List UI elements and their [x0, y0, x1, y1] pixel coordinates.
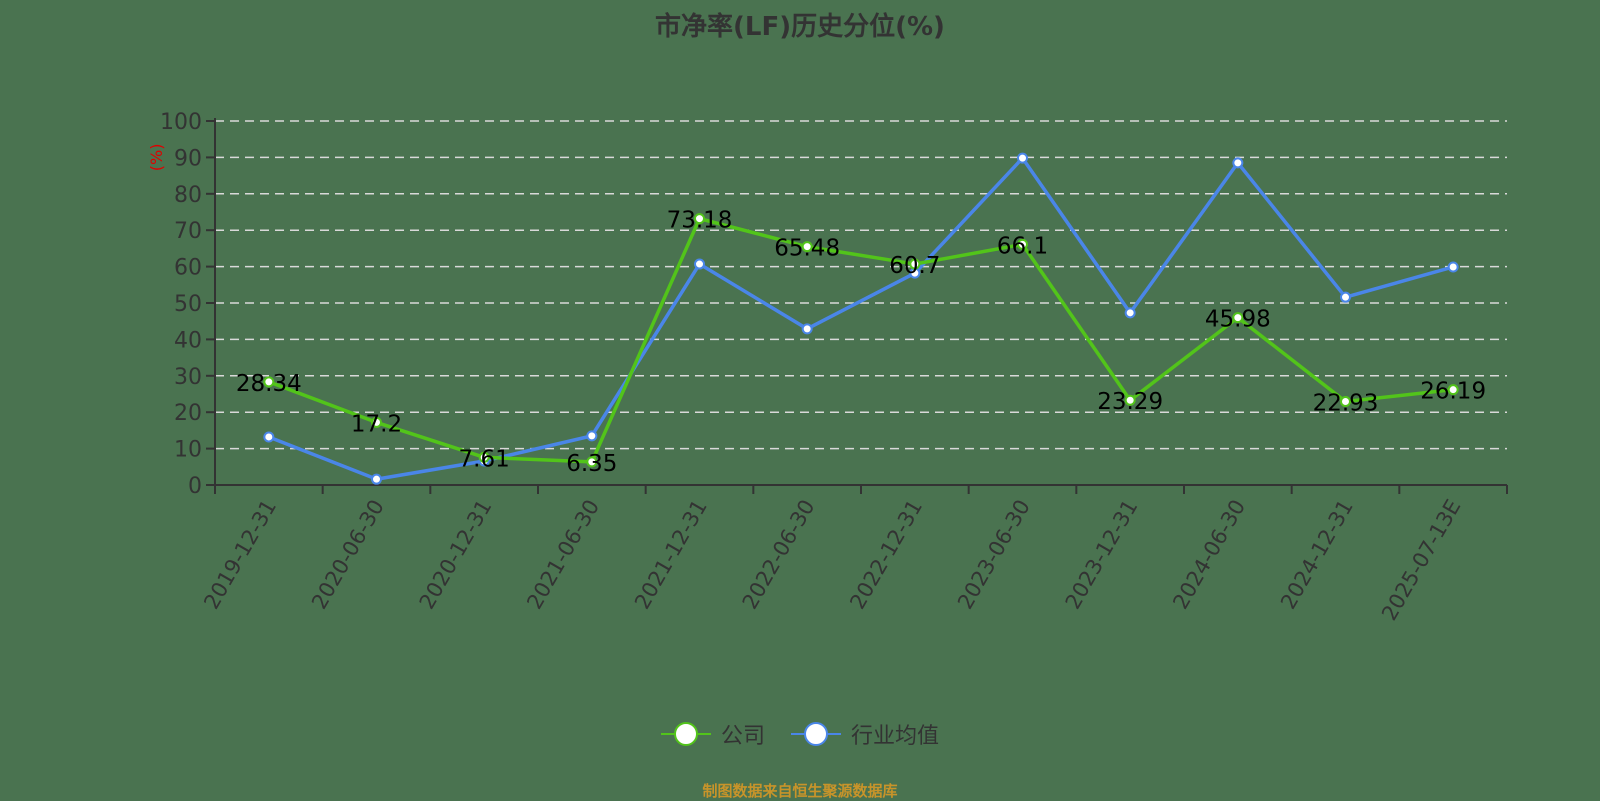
data-point: [1232, 157, 1244, 169]
data-point: [1340, 291, 1351, 303]
legend-label-industry: 行业均值: [851, 724, 940, 749]
x-tick-label: 2025-07-13E: [1377, 496, 1465, 625]
circle-line-icon: [660, 722, 711, 746]
x-tick-label: 2020-12-31: [415, 496, 497, 614]
data-label: 17.2: [351, 411, 402, 437]
y-tick-label: 30: [174, 365, 202, 390]
x-tick-label: 2023-06-30: [953, 496, 1035, 614]
data-label: 26.19: [1420, 379, 1486, 405]
series-line-company: [268, 216, 1454, 464]
legend-item-company[interactable]: 公司: [660, 718, 765, 750]
data-point: [1447, 384, 1459, 396]
x-tick-label: 2023-12-31: [1061, 496, 1143, 614]
x-tick-label: 2020-06-30: [307, 496, 389, 614]
legend-dot-company: [673, 722, 698, 746]
y-tick-label: 40: [174, 328, 202, 353]
data-point: [371, 473, 382, 485]
series-line-industry: [268, 156, 1454, 481]
circle-line-icon: [791, 722, 841, 746]
x-tick-label: 2022-12-31: [845, 496, 927, 614]
data-point: [694, 258, 705, 270]
data-label: 66.1: [997, 233, 1048, 259]
y-tick-label: 50: [174, 292, 202, 317]
data-point: [694, 213, 705, 225]
data-point: [263, 376, 275, 388]
data-point: [801, 323, 813, 335]
legend-item-industry[interactable]: 行业均值: [791, 718, 939, 750]
y-tick-label: 60: [174, 256, 202, 281]
series: [263, 152, 1459, 485]
x-tick-label: 2024-06-30: [1168, 496, 1250, 614]
data-point: [1017, 152, 1028, 164]
source-footnote: 制图数据来自恒生聚源数据库: [702, 782, 898, 800]
data-point: [1232, 312, 1244, 324]
data-label: 73.18: [667, 208, 733, 234]
data-point: [1017, 238, 1028, 250]
x-tick-label: 2022-06-30: [738, 496, 820, 614]
data-label: 45.98: [1205, 307, 1271, 333]
data-label: 60.7: [889, 253, 940, 279]
y-tick-label: 70: [174, 219, 202, 244]
grid-lines: [215, 120, 1507, 450]
data-point: [909, 258, 921, 270]
y-tick-label: 100: [160, 110, 202, 135]
y-tick-label: 10: [174, 438, 202, 463]
data-label: 65.48: [774, 236, 840, 262]
data-point: [1340, 396, 1351, 408]
data-label: 7.61: [459, 446, 510, 472]
chart-title: 市净率(LF)历史分位(%): [655, 12, 945, 42]
data-point: [1124, 394, 1136, 406]
y-axis-label: (%): [147, 144, 166, 172]
data-point: [586, 430, 598, 442]
x-tick-label: 2021-12-31: [630, 496, 712, 614]
x-tick-label: 2019-12-31: [199, 496, 281, 614]
y-tick-label: 0: [188, 474, 202, 499]
data-point: [586, 456, 598, 468]
data-point: [1124, 307, 1136, 319]
data-label: 22.93: [1313, 391, 1379, 417]
y-tick-label: 20: [174, 401, 202, 426]
legend-label-company: 公司: [720, 724, 765, 749]
data-point: [371, 416, 382, 428]
y-tick-label: 90: [174, 146, 202, 171]
legend-dot-industry: [804, 722, 828, 746]
x-tick-label: 2021-06-30: [522, 496, 604, 614]
data-labels: 28.34 17.2 7.61 6.35 73.18 65.48 60.7 66.1 23.29…: [236, 208, 1486, 477]
data-point: [1447, 261, 1459, 273]
x-tick-label: 2024-12-31: [1276, 496, 1358, 614]
data-point: [801, 241, 813, 253]
data-point: [478, 451, 490, 463]
y-tick-label: 80: [174, 183, 202, 208]
data-label: 28.34: [236, 371, 302, 397]
data-point: [263, 431, 275, 443]
legend: 公司 行业均值: [0, 718, 1600, 750]
data-label: 6.35: [566, 451, 617, 477]
data-label: 23.29: [1097, 389, 1163, 415]
